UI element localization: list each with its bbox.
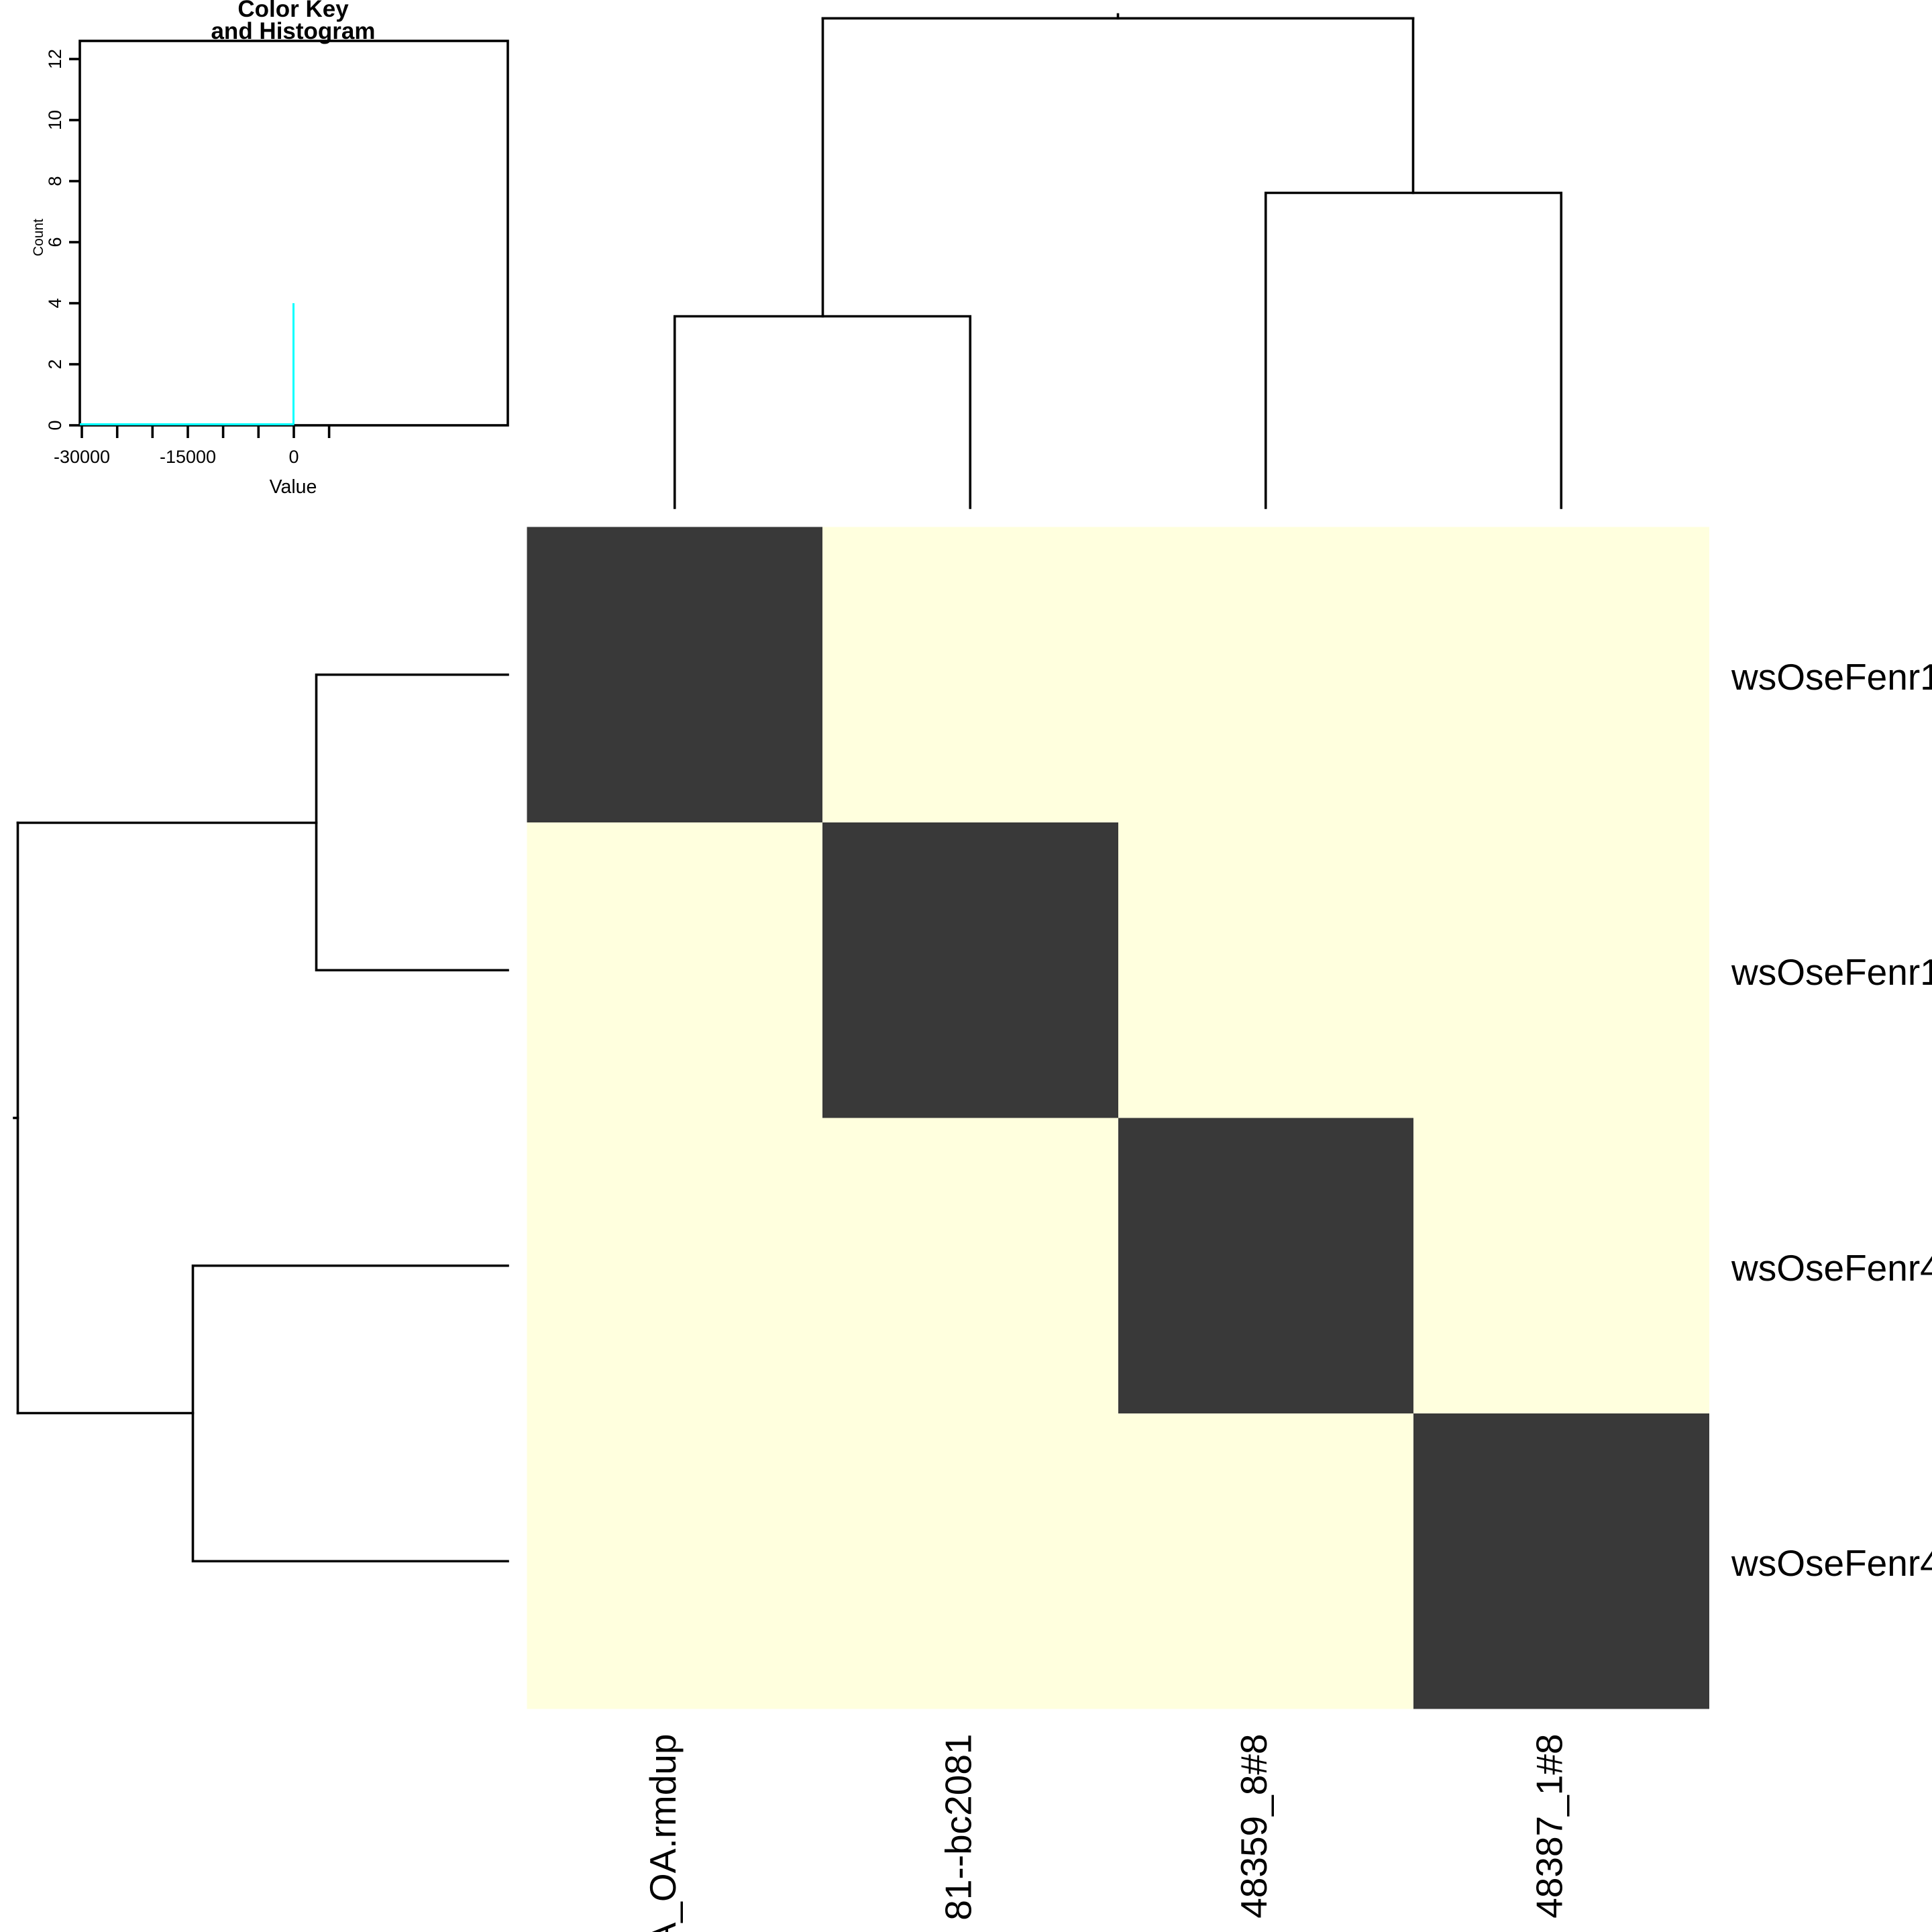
svg-text:-30000: -30000 xyxy=(54,447,110,467)
svg-text:-15000: -15000 xyxy=(160,447,216,467)
svg-text:0: 0 xyxy=(45,420,65,430)
svg-text:wsOseFenr1_OA: wsOseFenr1_OA xyxy=(1731,951,1932,993)
svg-text:8101_A_OA.rmdup: 8101_A_OA.rmdup xyxy=(642,1734,684,1932)
svg-text:wsOseFenr4_OA: wsOseFenr4_OA xyxy=(1731,1542,1932,1584)
svg-text:and Histogram: and Histogram xyxy=(211,18,375,44)
svg-text:6: 6 xyxy=(45,237,65,247)
svg-text:Count: Count xyxy=(31,219,46,256)
svg-text:Value: Value xyxy=(270,476,317,498)
svg-text:12: 12 xyxy=(45,49,65,69)
svg-text:10: 10 xyxy=(45,110,65,130)
svg-text:81--bc2081: 81--bc2081 xyxy=(937,1734,979,1921)
svg-text:Color Key: Color Key xyxy=(237,0,349,22)
svg-text:48359_8#8: 48359_8#8 xyxy=(1233,1734,1275,1919)
svg-text:4: 4 xyxy=(45,298,65,308)
svg-text:0: 0 xyxy=(288,447,299,467)
svg-text:2: 2 xyxy=(45,359,65,369)
svg-text:48387_1#8: 48387_1#8 xyxy=(1528,1734,1570,1919)
svg-text:wsOseFenr1_OA: wsOseFenr1_OA xyxy=(1731,656,1932,698)
svg-text:8: 8 xyxy=(45,176,65,186)
svg-text:wsOseFenr4_OA: wsOseFenr4_OA xyxy=(1731,1247,1932,1289)
